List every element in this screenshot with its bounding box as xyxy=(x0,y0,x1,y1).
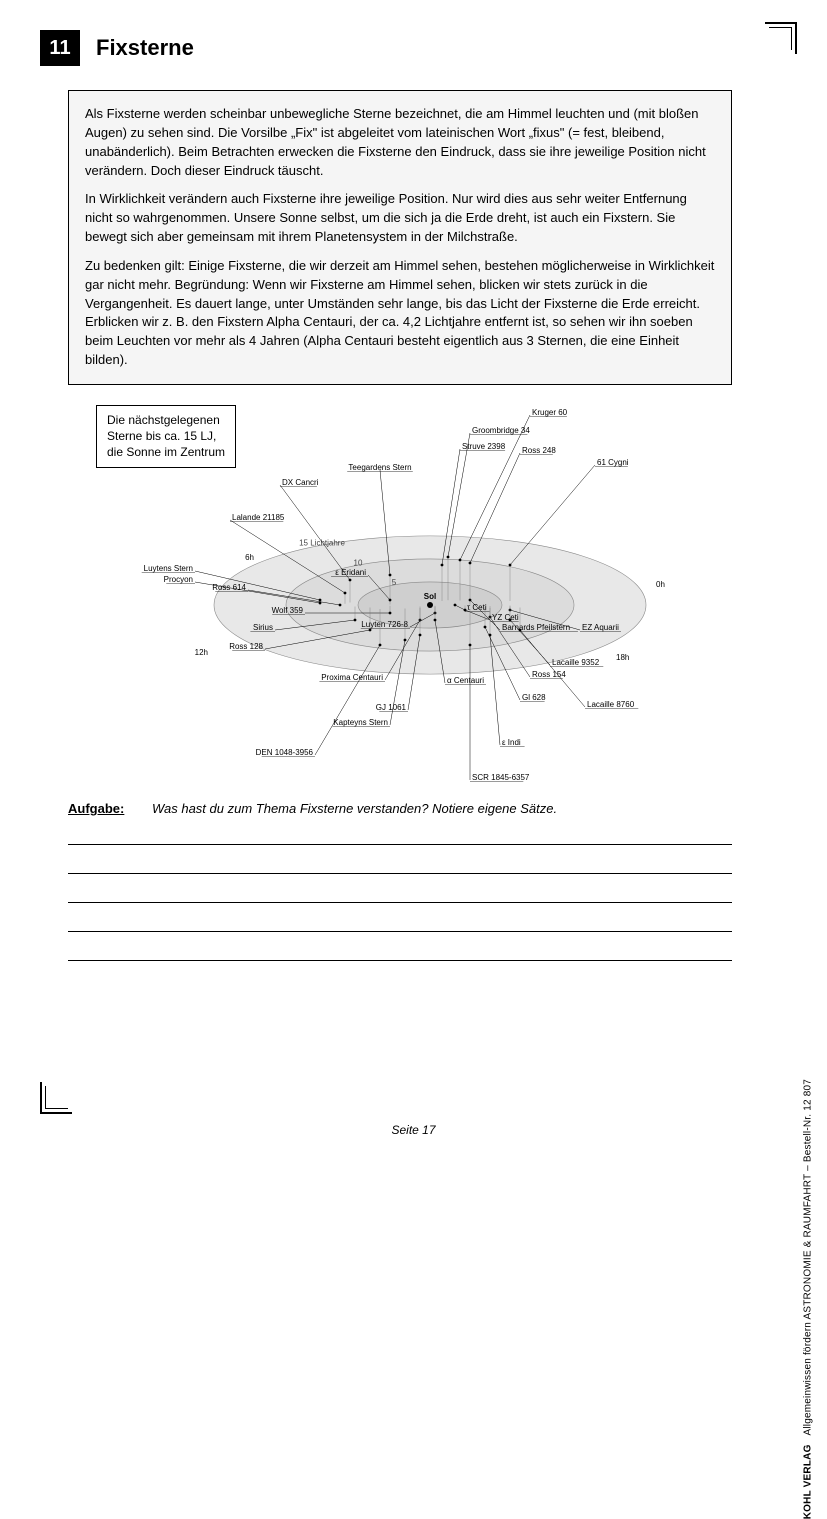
answer-lines xyxy=(68,844,732,961)
answer-line xyxy=(68,873,732,874)
svg-text:Procyon: Procyon xyxy=(164,575,193,584)
svg-text:12h: 12h xyxy=(195,648,208,657)
answer-line xyxy=(68,844,732,845)
svg-text:DEN 1048-3956: DEN 1048-3956 xyxy=(256,748,314,757)
svg-text:Kapteyns Stern: Kapteyns Stern xyxy=(333,718,388,727)
page-footer: Seite 17 xyxy=(0,1123,827,1137)
answer-line xyxy=(68,960,732,961)
side-imprint: KOHL VERLAG Allgemeinwissen fördern ASTR… xyxy=(802,1079,813,1519)
page-content: 11 Fixsterne Als Fixsterne werden schein… xyxy=(40,30,752,1109)
svg-text:Gl 628: Gl 628 xyxy=(522,693,546,702)
svg-text:5: 5 xyxy=(392,578,397,587)
intro-box: Als Fixsterne werden scheinbar unbewegli… xyxy=(68,90,732,385)
answer-line xyxy=(68,902,732,903)
svg-text:ε Indi: ε Indi xyxy=(502,738,521,747)
svg-text:Ross 128: Ross 128 xyxy=(229,642,263,651)
svg-text:0h: 0h xyxy=(656,580,665,589)
intro-p3: Zu bedenken gilt: Einige Fixsterne, die … xyxy=(85,257,715,370)
answer-line xyxy=(68,931,732,932)
intro-p2: In Wirklichkeit verändern auch Fixsterne… xyxy=(85,190,715,247)
star-diagram: Die nächstgelegenen Sterne bis ca. 15 LJ… xyxy=(68,405,732,795)
intro-p1: Als Fixsterne werden scheinbar unbewegli… xyxy=(85,105,715,180)
svg-text:Sirius: Sirius xyxy=(253,623,273,632)
svg-text:Lacaille 9352: Lacaille 9352 xyxy=(552,658,600,667)
svg-text:Lacaille 8760: Lacaille 8760 xyxy=(587,700,635,709)
svg-text:Lalande 21185: Lalande 21185 xyxy=(232,513,285,522)
svg-text:GJ 1061: GJ 1061 xyxy=(376,703,407,712)
task-text: Was hast du zum Thema Fixsterne verstand… xyxy=(152,801,557,816)
page-title: Fixsterne xyxy=(96,35,194,61)
publisher-name: KOHL VERLAG xyxy=(802,1444,813,1519)
svg-text:Groombridge 34: Groombridge 34 xyxy=(472,426,530,435)
task-section: Aufgabe: Was hast du zum Thema Fixsterne… xyxy=(68,801,732,816)
svg-text:Luyten 726-8: Luyten 726-8 xyxy=(361,620,408,629)
svg-text:Luytens Stern: Luytens Stern xyxy=(144,564,193,573)
svg-text:Sol: Sol xyxy=(424,592,436,601)
svg-text:Kruger 60: Kruger 60 xyxy=(532,408,568,417)
corner-decoration-tr xyxy=(765,22,797,54)
svg-text:Ross 614: Ross 614 xyxy=(212,583,246,592)
svg-text:DX Cancri: DX Cancri xyxy=(282,478,319,487)
svg-text:Struve 2398: Struve 2398 xyxy=(462,442,506,451)
svg-text:Wolf 359: Wolf 359 xyxy=(272,606,304,615)
svg-text:EZ Aquarii: EZ Aquarii xyxy=(582,623,619,632)
page-header: 11 Fixsterne xyxy=(40,30,752,66)
task-label: Aufgabe: xyxy=(68,801,124,816)
svg-text:Teegardens Stern: Teegardens Stern xyxy=(348,463,411,472)
svg-text:α Centauri: α Centauri xyxy=(447,676,484,685)
svg-text:YZ Ceti: YZ Ceti xyxy=(492,613,519,622)
svg-text:SCR 1845-6357: SCR 1845-6357 xyxy=(472,773,530,782)
svg-text:10: 10 xyxy=(354,558,363,567)
svg-text:Ross 248: Ross 248 xyxy=(522,446,556,455)
svg-text:6h: 6h xyxy=(245,553,254,562)
diagram-caption: Die nächstgelegenen Sterne bis ca. 15 LJ… xyxy=(96,405,236,468)
svg-text:Proxima Centauri: Proxima Centauri xyxy=(321,673,383,682)
svg-text:ε Eridani: ε Eridani xyxy=(335,568,366,577)
svg-text:15 Lichtjahre: 15 Lichtjahre xyxy=(299,539,345,548)
chapter-number-badge: 11 xyxy=(40,30,80,66)
svg-text:Ross 154: Ross 154 xyxy=(532,670,566,679)
svg-text:18h: 18h xyxy=(616,653,629,662)
svg-text:61 Cygni: 61 Cygni xyxy=(597,458,629,467)
